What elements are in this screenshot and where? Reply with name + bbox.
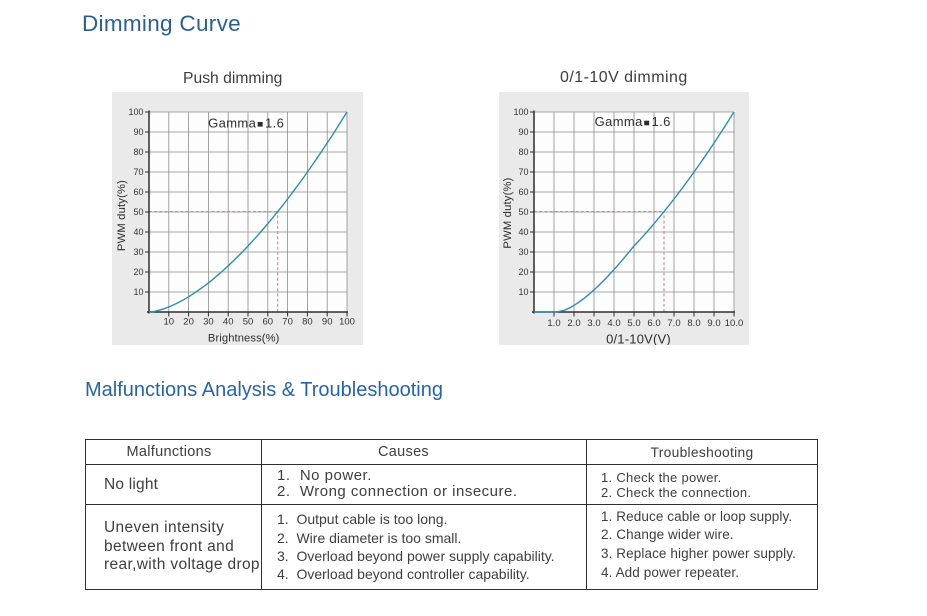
svg-text:8.0: 8.0 — [687, 318, 700, 329]
svg-text:70: 70 — [518, 167, 528, 177]
svg-text:5.0: 5.0 — [627, 318, 640, 329]
svg-text:50: 50 — [518, 207, 528, 217]
svg-text:PWM duty(%): PWM duty(%) — [116, 180, 128, 251]
svg-text:Gamma: Gamma — [595, 114, 644, 129]
svg-text:10: 10 — [133, 287, 143, 297]
svg-text:20: 20 — [518, 267, 528, 277]
svg-text:20: 20 — [133, 267, 143, 277]
svg-text:100: 100 — [513, 107, 528, 117]
svg-text:100: 100 — [128, 107, 143, 117]
svg-text:40: 40 — [223, 317, 234, 328]
svg-text:PWM duty(%): PWM duty(%) — [502, 177, 514, 248]
svg-text:3.0: 3.0 — [587, 318, 600, 329]
svg-text:1.6: 1.6 — [652, 114, 671, 129]
svg-text:60: 60 — [133, 187, 143, 197]
svg-text:1.0: 1.0 — [547, 318, 560, 329]
svg-text:30: 30 — [203, 317, 214, 328]
svg-text:Gamma: Gamma — [208, 115, 257, 130]
svg-text:0/1-10V(V): 0/1-10V(V) — [606, 332, 671, 346]
svg-text:9.0: 9.0 — [707, 318, 720, 329]
svg-text:90: 90 — [133, 127, 143, 137]
svg-text:30: 30 — [518, 247, 528, 257]
svg-text:20: 20 — [183, 317, 194, 328]
svg-text:60: 60 — [263, 317, 274, 328]
svg-text:2.0: 2.0 — [567, 318, 580, 329]
svg-text:60: 60 — [518, 187, 528, 197]
svg-text:1.6: 1.6 — [265, 115, 284, 130]
svg-text:40: 40 — [133, 227, 143, 237]
svg-text:7.0: 7.0 — [667, 318, 680, 329]
svg-text:4.0: 4.0 — [607, 318, 620, 329]
svg-text:80: 80 — [518, 147, 528, 157]
svg-text:Brightness(%): Brightness(%) — [208, 333, 280, 345]
svg-text:80: 80 — [302, 317, 313, 328]
svg-text:30: 30 — [133, 247, 143, 257]
svg-text:10: 10 — [518, 287, 528, 297]
svg-text:50: 50 — [243, 317, 254, 328]
svg-text:80: 80 — [133, 147, 143, 157]
svg-text:90: 90 — [322, 317, 333, 328]
svg-text:100: 100 — [339, 317, 355, 328]
svg-text:6.0: 6.0 — [647, 318, 660, 329]
svg-text:50: 50 — [133, 207, 143, 217]
svg-text:90: 90 — [518, 127, 528, 137]
svg-text:10.0: 10.0 — [725, 318, 744, 329]
svg-text:70: 70 — [133, 167, 143, 177]
svg-text:70: 70 — [282, 317, 293, 328]
svg-text:10: 10 — [164, 317, 175, 328]
svg-text:40: 40 — [518, 227, 528, 237]
